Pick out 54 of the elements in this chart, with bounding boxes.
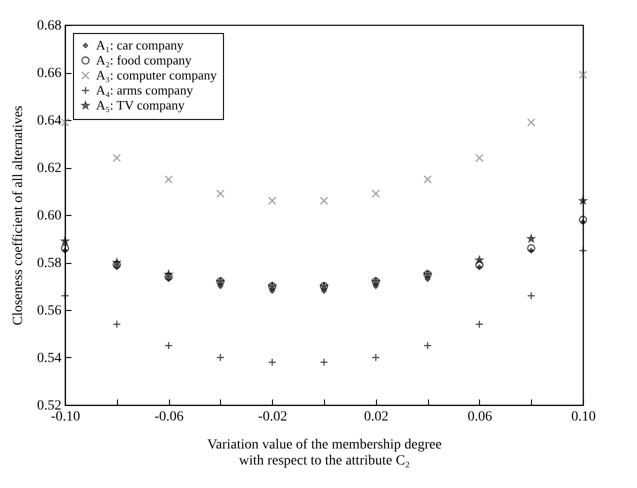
point — [372, 189, 380, 198]
point — [475, 260, 484, 270]
point — [578, 246, 588, 255]
point — [164, 175, 173, 184]
point — [216, 353, 225, 362]
point — [578, 70, 588, 80]
y-tick-label: 0.68 — [37, 18, 62, 34]
point — [268, 358, 276, 366]
point — [527, 292, 536, 300]
point — [112, 320, 121, 328]
point — [475, 154, 484, 162]
point — [527, 244, 536, 252]
y-tick-label: 0.66 — [37, 66, 62, 81]
point — [164, 270, 173, 278]
point — [112, 258, 121, 266]
x-tick-label: 0.02 — [364, 410, 389, 424]
point — [527, 234, 536, 242]
legend-label: A₅: TV company — [96, 98, 186, 112]
legend-label: A₂: food company — [96, 52, 192, 68]
y-axis-title: Closeness coefficient of all alternatives — [11, 106, 26, 326]
x-axis-title: Variation value of the membership degree with respect to the attribute C₂ — [207, 438, 442, 468]
point — [61, 236, 69, 245]
legend-label: A₁: car company — [96, 38, 184, 52]
y-tick-label: 0.54 — [37, 351, 62, 366]
point — [423, 341, 432, 350]
y-tick-label: 0.60 — [37, 208, 62, 224]
point — [268, 196, 276, 205]
point — [216, 189, 225, 198]
point — [60, 118, 70, 127]
x-tick-label: -0.06 — [154, 410, 184, 424]
y-tick-label: 0.62 — [37, 161, 62, 176]
point — [578, 216, 588, 224]
x-tick-label: 0.06 — [468, 410, 492, 424]
y-tick-label: 0.56 — [37, 304, 62, 318]
x-tick-label: -0.10 — [50, 410, 80, 424]
x-tick-label: -0.02 — [258, 410, 288, 424]
y-tick-label: 0.58 — [37, 256, 62, 271]
point — [579, 196, 587, 204]
point — [164, 272, 173, 281]
point — [112, 260, 121, 270]
y-tick-label: 0.64 — [37, 114, 62, 128]
x-tick-label: 0.10 — [571, 410, 596, 424]
legend-label: A₃: computer company — [96, 68, 218, 82]
point — [320, 196, 328, 205]
point — [423, 175, 432, 184]
point — [372, 353, 380, 362]
point — [527, 118, 536, 127]
point — [60, 244, 70, 252]
point — [112, 154, 121, 162]
point — [475, 256, 484, 264]
point — [320, 358, 328, 366]
point — [164, 341, 173, 350]
point — [475, 320, 484, 328]
legend-label: A₄: arms company — [96, 82, 194, 98]
